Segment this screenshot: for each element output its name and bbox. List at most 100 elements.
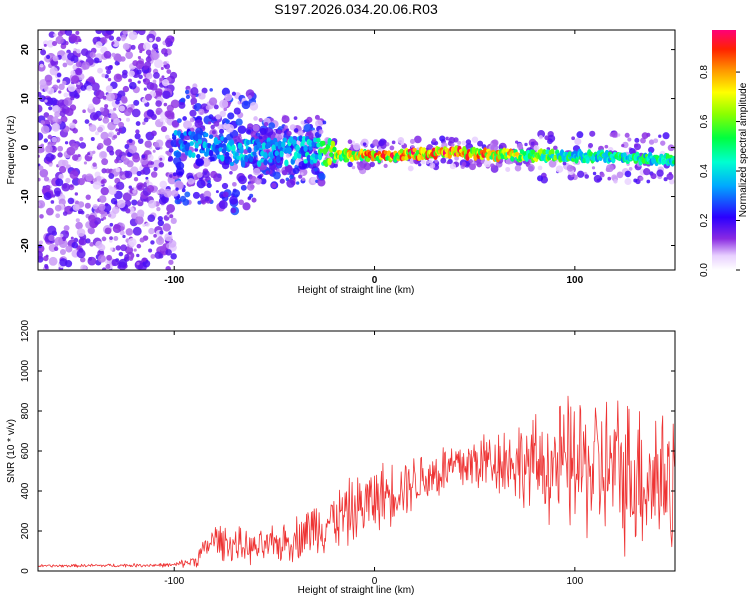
- spectrogram-cell: [161, 79, 170, 87]
- spectrogram-cell: [306, 116, 313, 123]
- spectrogram-cell: [137, 80, 141, 84]
- spectrogram-cell: [265, 170, 270, 175]
- spectrogram-cell: [537, 165, 543, 171]
- spectrogram-cell: [142, 223, 146, 227]
- spectrogram-cell: [225, 119, 231, 125]
- spectrogram-cell: [136, 262, 140, 266]
- spectrogram-cell: [182, 198, 190, 206]
- spectrogram-cell: [208, 149, 214, 157]
- spectrogram-cell: [70, 236, 74, 240]
- spectrogram-cell: [363, 162, 372, 171]
- spectrogram-cell: [197, 138, 203, 145]
- spectrogram-cell: [45, 153, 55, 162]
- spectrogram-cell: [588, 151, 594, 157]
- spectrogram-cell: [55, 35, 64, 45]
- spectrogram-cell: [571, 136, 576, 141]
- spectrogram-cell: [58, 83, 65, 91]
- spectrogram-cell: [162, 223, 171, 232]
- spectrogram-cell: [566, 164, 574, 172]
- spectrogram-cell: [128, 144, 138, 154]
- spectrogram-cell: [100, 151, 107, 158]
- spectrogram-cell: [253, 167, 261, 176]
- spectrogram-cell: [59, 248, 67, 256]
- spectrogram-cell: [198, 108, 205, 116]
- spectrogram-cell: [124, 144, 130, 150]
- spectrogram-cell: [224, 93, 233, 102]
- spectrogram-cell: [143, 78, 151, 85]
- spectrogram-cell: [234, 152, 239, 157]
- spectrogram-cell: [147, 199, 157, 209]
- spectrogram-cell: [107, 121, 116, 131]
- spectrogram-cell: [165, 134, 170, 140]
- spectrogram-cell: [239, 146, 244, 154]
- spectrogram-cell: [604, 144, 609, 149]
- spectrogram-cell: [641, 132, 649, 139]
- spectrogram-cell: [142, 42, 151, 51]
- spectrogram-cell: [633, 178, 638, 183]
- spectrogram-cell: [111, 52, 116, 57]
- spectrogram-cell: [133, 248, 137, 252]
- spectrogram-cell: [113, 134, 118, 139]
- spectrogram-cell: [347, 161, 353, 168]
- spectrogram-cell: [144, 140, 152, 148]
- colorbar: 0.0 0.2 0.4 0.6 0.8 Normalized spectral ampl…: [699, 30, 749, 277]
- spectrogram-cell: [86, 85, 93, 92]
- spectrogram-cell: [263, 151, 268, 159]
- spectrogram-cell: [262, 135, 267, 140]
- spectrogram-cell: [293, 151, 299, 160]
- spectrogram-frame: [37, 29, 676, 271]
- spectrogram-cell: [69, 170, 79, 180]
- spectrogram-cell: [662, 132, 670, 140]
- spectrogram-cell: [369, 161, 375, 168]
- spectrogram-cell: [137, 138, 144, 144]
- spectrogram-cell: [148, 248, 153, 253]
- spectrogram-cell: [607, 176, 612, 181]
- spectrogram-cell: [449, 163, 456, 170]
- spectrogram-cell: [260, 158, 265, 163]
- spectrogram-cell: [57, 145, 64, 152]
- spectrogram-cell: [40, 125, 50, 134]
- spectrogram-cell: [168, 259, 174, 265]
- spectrogram-cell: [425, 160, 430, 165]
- spectrogram-cell: [164, 197, 168, 201]
- spectrogram-cell: [153, 167, 158, 172]
- spectrogram-cell: [95, 41, 103, 49]
- spectrogram-cell: [123, 108, 132, 117]
- spectrogram-cell: [81, 61, 90, 70]
- spec-xtick-label: 100: [566, 275, 583, 286]
- spectrogram-cell: [105, 30, 115, 35]
- spectrogram-cell: [122, 30, 128, 35]
- snr-x-label: Height of straight line (km): [298, 585, 415, 596]
- spectrogram-cell: [303, 158, 308, 164]
- spectrogram-cell: [60, 115, 68, 123]
- spectrogram-cell: [105, 168, 111, 174]
- spectrogram-cell: [111, 258, 119, 267]
- spectrogram-cell: [71, 241, 79, 249]
- spectrogram-cell: [113, 107, 117, 111]
- spectrogram-cell: [106, 92, 115, 102]
- spectrogram-cell: [250, 180, 254, 185]
- spectrogram-cell: [61, 159, 69, 167]
- spectrogram-cell: [170, 217, 177, 224]
- spectrogram-cell: [611, 131, 618, 138]
- spectrogram-cell: [157, 219, 165, 227]
- spectrogram-cell: [227, 112, 235, 120]
- spectrogram-cell: [130, 44, 136, 50]
- spectrogram-cell: [238, 175, 247, 185]
- spectrogram-cell: [87, 256, 97, 266]
- spectrogram-cell: [469, 163, 476, 171]
- spectrogram-cell: [165, 265, 171, 270]
- spectrogram-cell: [238, 133, 242, 137]
- spectrogram-cell: [189, 141, 195, 146]
- spectrogram-cell: [48, 234, 55, 242]
- spectrogram-cell: [383, 163, 388, 168]
- spectrogram-cell: [445, 136, 450, 141]
- spectrogram-cell: [285, 128, 290, 132]
- spectrogram-cell: [97, 126, 103, 133]
- spectrogram-cell: [78, 210, 82, 215]
- spectrogram-cell: [135, 216, 144, 225]
- spectrogram-cell: [58, 90, 62, 94]
- spectrogram-cell: [167, 156, 174, 162]
- spectrogram-cell: [639, 176, 644, 181]
- spectrogram-cell: [65, 107, 74, 117]
